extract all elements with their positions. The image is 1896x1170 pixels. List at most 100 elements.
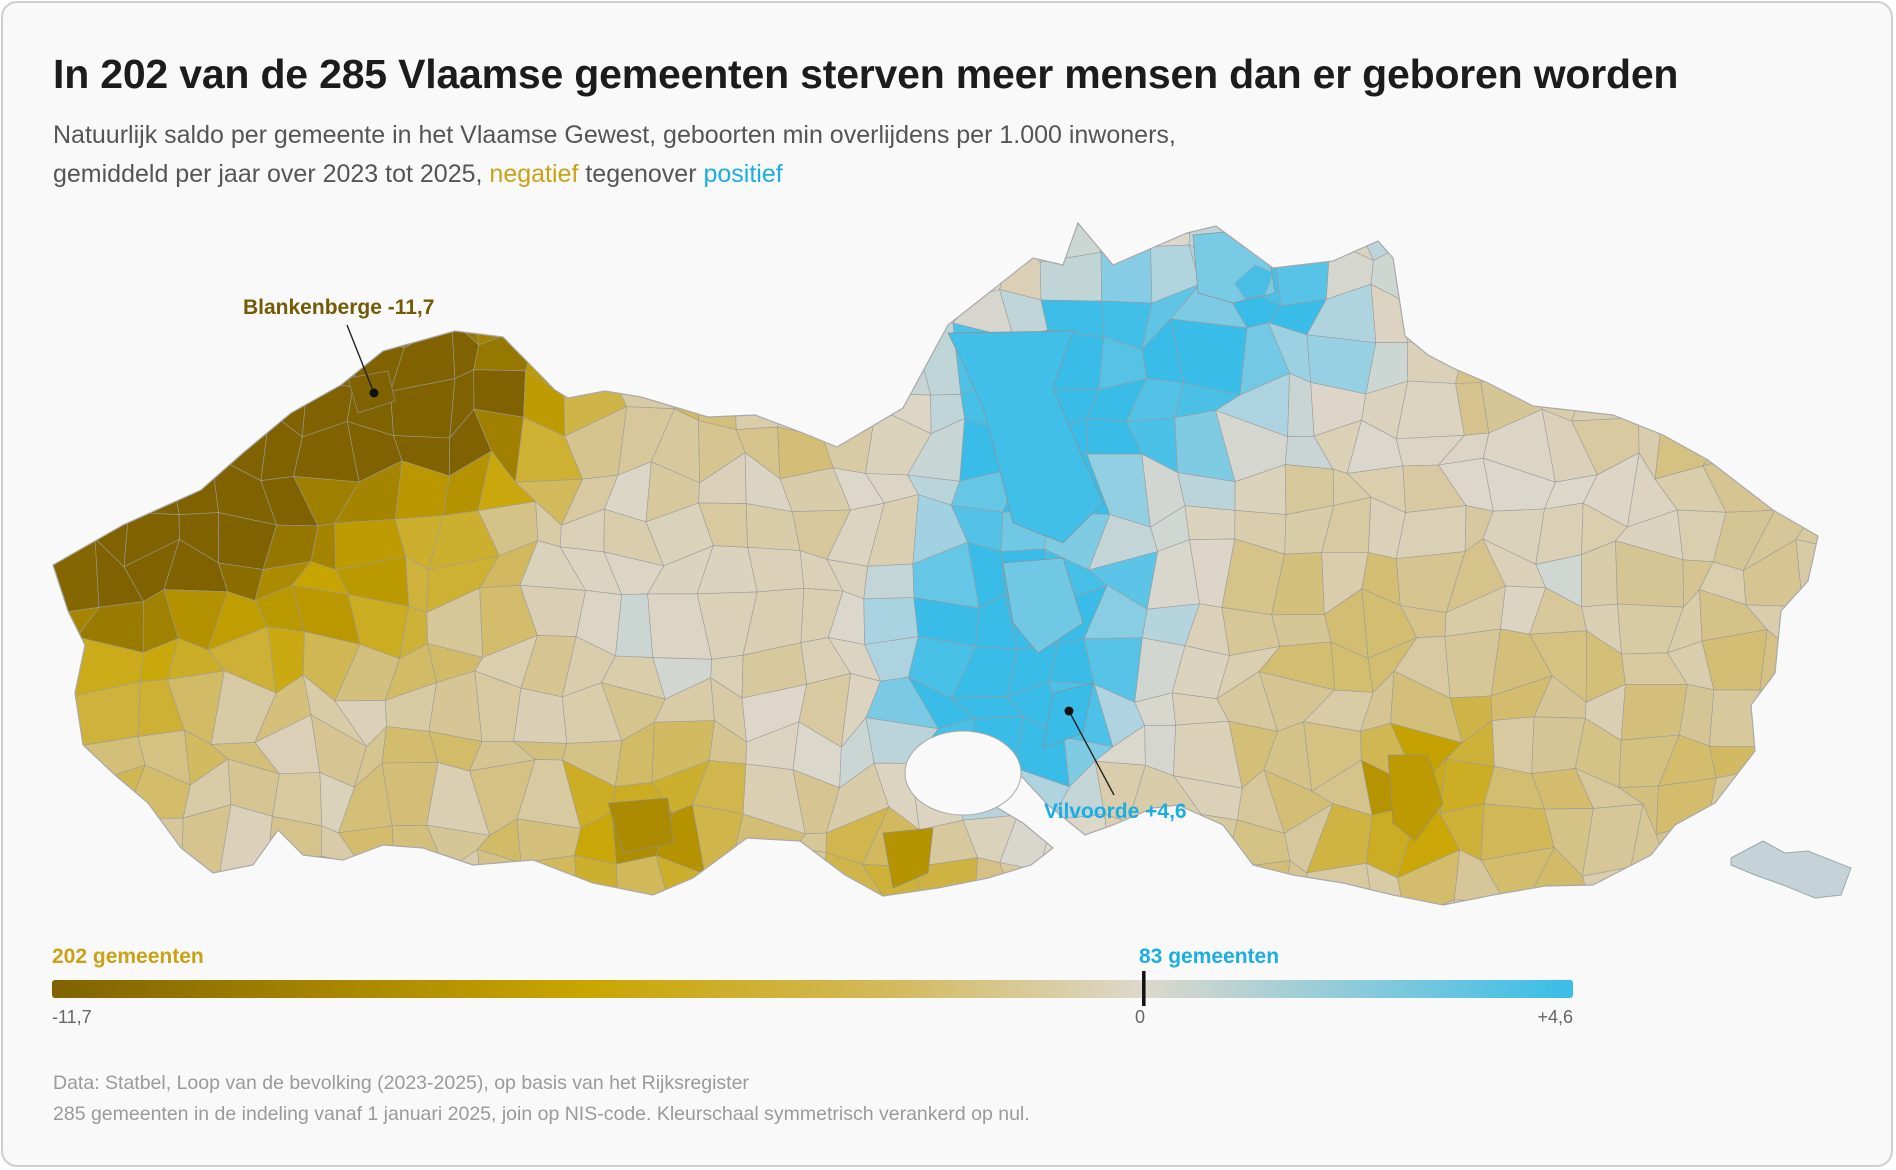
municipality-tile bbox=[472, 240, 539, 306]
municipality-tile bbox=[1851, 900, 1891, 951]
municipality-tile bbox=[690, 223, 745, 256]
municipality-tile bbox=[1838, 819, 1891, 869]
municipality-tile bbox=[1527, 325, 1597, 389]
municipality-tile bbox=[1358, 897, 1407, 905]
municipality-tile bbox=[1624, 246, 1686, 281]
municipality-tile bbox=[1527, 277, 1597, 332]
municipality-tile bbox=[221, 223, 251, 256]
municipality-tile bbox=[1274, 223, 1336, 259]
municipality-tile bbox=[117, 223, 187, 253]
municipality-tile bbox=[1801, 595, 1818, 659]
municipality-tile bbox=[1842, 242, 1891, 302]
municipality-tile bbox=[605, 223, 654, 258]
municipality-tile bbox=[53, 781, 97, 810]
municipality-tile bbox=[1755, 737, 1816, 792]
municipality-tile bbox=[652, 287, 715, 340]
municipality-tile bbox=[316, 855, 362, 905]
municipality-tile bbox=[1066, 912, 1113, 951]
municipality-tile bbox=[913, 223, 962, 261]
municipality-tile bbox=[169, 324, 226, 366]
chart-title: In 202 van de 285 Vlaamse gemeenten ster… bbox=[53, 51, 1679, 97]
municipality-tile bbox=[687, 296, 742, 337]
municipality-tile bbox=[1847, 506, 1891, 566]
municipality-tile bbox=[246, 318, 308, 383]
municipality-tile bbox=[209, 872, 267, 905]
municipality-tile bbox=[133, 362, 191, 421]
municipality-tile bbox=[1129, 223, 1192, 248]
municipality-tile bbox=[1487, 277, 1546, 327]
color-legend: 202 gemeenten 83 gemeenten -11,7 0 +4,6 bbox=[52, 945, 1573, 1027]
municipality-tile bbox=[472, 302, 542, 346]
municipality-tile bbox=[1704, 235, 1763, 308]
municipality-tile bbox=[669, 900, 716, 905]
subtitle-line-2-start: gemiddeld per jaar over 2023 tot 2025, bbox=[53, 160, 483, 188]
municipality-tile bbox=[393, 868, 447, 905]
municipality-tile bbox=[82, 807, 126, 857]
municipality-tile bbox=[253, 855, 322, 905]
municipality-tile bbox=[1802, 237, 1818, 303]
municipality-tile bbox=[298, 319, 363, 387]
municipality-tile bbox=[301, 223, 353, 262]
municipality-tile bbox=[1704, 223, 1763, 263]
municipality-tile bbox=[176, 868, 220, 905]
municipality-tile bbox=[999, 862, 1068, 905]
municipality-tile bbox=[360, 865, 411, 905]
municipality-tile bbox=[1038, 870, 1112, 905]
municipality-tile bbox=[1709, 745, 1772, 779]
municipality-tile bbox=[995, 892, 1068, 905]
municipality-tile bbox=[443, 244, 489, 304]
municipality-tile bbox=[1699, 895, 1775, 905]
municipality-tile bbox=[1448, 223, 1489, 255]
municipality-tile bbox=[1365, 862, 1407, 905]
municipality-tile bbox=[1544, 237, 1591, 279]
municipality-tile bbox=[615, 593, 654, 658]
municipality-tile bbox=[957, 223, 1018, 261]
municipality-tile bbox=[957, 892, 1011, 905]
municipality-tile bbox=[95, 320, 134, 389]
municipality-tile bbox=[690, 229, 736, 303]
municipality-tile bbox=[1832, 326, 1891, 374]
municipality-tile bbox=[249, 243, 308, 299]
vilvoorde-marker bbox=[1064, 706, 1074, 716]
municipality-tile bbox=[926, 249, 978, 307]
legend-min-label: -11,7 bbox=[52, 1007, 92, 1027]
municipality-tile bbox=[561, 322, 628, 396]
municipality-tile bbox=[1271, 614, 1332, 647]
subtitle-line-2: gemiddeld per jaar over 2023 tot 2025, n… bbox=[53, 155, 1176, 194]
municipality-tile bbox=[795, 847, 827, 905]
municipality-tile bbox=[1100, 246, 1153, 304]
municipality-tile bbox=[1087, 866, 1142, 905]
municipality-tile bbox=[1841, 629, 1891, 685]
municipality-tile bbox=[1588, 899, 1622, 905]
mechelen-area-municipality bbox=[1002, 557, 1084, 654]
municipality-tile bbox=[708, 900, 755, 905]
municipality-tile bbox=[512, 223, 579, 246]
municipality-tile bbox=[867, 897, 926, 905]
municipality-tile bbox=[687, 321, 742, 386]
municipality-tile bbox=[1794, 714, 1818, 792]
municipality-tile bbox=[117, 237, 168, 304]
municipality-tile bbox=[1838, 685, 1891, 722]
municipality-tile bbox=[169, 362, 227, 421]
municipality-tile bbox=[1172, 857, 1227, 905]
municipality-tile bbox=[216, 318, 264, 381]
municipality-tile bbox=[1444, 283, 1510, 338]
baarle-hertog-exclave bbox=[1234, 264, 1274, 300]
municipality-tile bbox=[335, 233, 410, 306]
municipality-tile bbox=[730, 223, 800, 256]
municipality-tile bbox=[386, 898, 443, 905]
municipality-tile bbox=[53, 328, 101, 388]
municipality-tile bbox=[1445, 899, 1506, 905]
municipality-tile bbox=[1087, 901, 1142, 905]
municipality-tile bbox=[733, 847, 806, 905]
municipality-tile bbox=[1287, 372, 1315, 437]
municipality-tile bbox=[1667, 223, 1719, 262]
annotation-blankenberge: Blankenberge -11,7 bbox=[243, 296, 434, 398]
footer-source: Data: Statbel, Loop van de bevolking (20… bbox=[53, 1072, 749, 1094]
municipality-tile bbox=[1836, 762, 1891, 831]
footer-note: 285 gemeenten in de indeling vanaf 1 jan… bbox=[53, 1103, 1030, 1125]
municipality-tile bbox=[1678, 274, 1723, 350]
municipality-tile bbox=[1840, 203, 1891, 243]
annotation-vilvoorde: Vilvoorde +4,6 bbox=[1044, 706, 1187, 823]
municipality-tile bbox=[116, 850, 183, 905]
